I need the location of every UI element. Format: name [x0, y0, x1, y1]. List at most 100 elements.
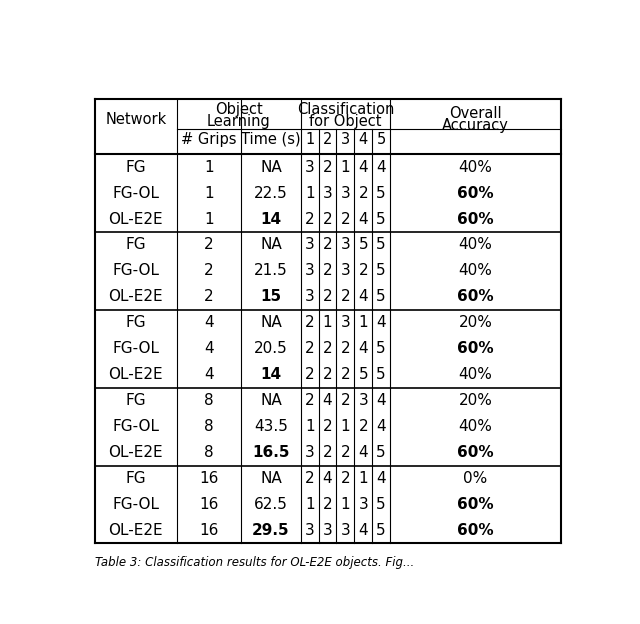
Text: 60%: 60%: [457, 341, 494, 356]
Text: 4: 4: [358, 212, 368, 227]
Text: 40%: 40%: [459, 160, 493, 175]
Text: 1: 1: [340, 160, 350, 175]
Text: 2: 2: [323, 290, 332, 305]
Text: 2: 2: [340, 367, 350, 382]
Text: 3: 3: [340, 185, 350, 200]
Text: OL-E2E: OL-E2E: [109, 445, 163, 460]
Text: 4: 4: [323, 471, 332, 486]
Text: 60%: 60%: [457, 185, 494, 200]
Text: FG-OL: FG-OL: [112, 419, 159, 434]
Text: Accuracy: Accuracy: [442, 118, 509, 133]
Text: FG: FG: [125, 393, 146, 408]
Text: 4: 4: [376, 160, 386, 175]
Text: 2: 2: [323, 212, 332, 227]
Text: 1: 1: [358, 471, 368, 486]
Text: FG: FG: [125, 238, 146, 253]
Text: 2: 2: [358, 419, 368, 434]
Text: 2: 2: [340, 341, 350, 356]
Text: 2: 2: [305, 367, 314, 382]
Text: OL-E2E: OL-E2E: [109, 523, 163, 538]
Text: Classification: Classification: [297, 102, 394, 117]
Text: NA: NA: [260, 238, 282, 253]
Text: 3: 3: [305, 445, 314, 460]
Text: for Object: for Object: [309, 114, 381, 129]
Text: 20%: 20%: [459, 315, 493, 330]
Text: 40%: 40%: [459, 419, 493, 434]
Text: 2: 2: [340, 393, 350, 408]
Text: FG-OL: FG-OL: [112, 263, 159, 278]
Text: Overall: Overall: [449, 106, 502, 121]
Text: 14: 14: [260, 212, 282, 227]
Text: 3: 3: [305, 263, 314, 278]
Text: 8: 8: [204, 445, 214, 460]
Text: 62.5: 62.5: [254, 497, 288, 512]
Text: 2: 2: [305, 212, 314, 227]
Text: 2: 2: [323, 263, 332, 278]
Text: FG-OL: FG-OL: [112, 497, 159, 512]
Text: NA: NA: [260, 160, 282, 175]
Text: 3: 3: [340, 263, 350, 278]
Text: 2: 2: [305, 315, 314, 330]
Text: 2: 2: [305, 341, 314, 356]
Text: 16: 16: [199, 497, 219, 512]
Text: 20.5: 20.5: [254, 341, 288, 356]
Text: 1: 1: [204, 212, 214, 227]
Text: 15: 15: [260, 290, 282, 305]
Text: 2: 2: [323, 160, 332, 175]
Text: 4: 4: [204, 341, 214, 356]
Text: 5: 5: [358, 238, 368, 253]
Text: 2: 2: [305, 471, 314, 486]
Text: 2: 2: [323, 341, 332, 356]
Text: 5: 5: [376, 238, 386, 253]
Text: 2: 2: [305, 393, 314, 408]
Text: 1: 1: [340, 497, 350, 512]
Text: 60%: 60%: [457, 523, 494, 538]
Text: 1: 1: [305, 185, 314, 200]
Text: 1: 1: [204, 160, 214, 175]
Text: Table 3: Classification results for OL-E2E objects. Fig...: Table 3: Classification results for OL-E…: [95, 556, 414, 569]
Text: 2: 2: [204, 263, 214, 278]
Text: 1: 1: [340, 419, 350, 434]
Text: 4: 4: [204, 315, 214, 330]
Text: 2: 2: [204, 238, 214, 253]
Text: 2: 2: [340, 290, 350, 305]
Text: Learning: Learning: [207, 114, 271, 129]
Text: 4: 4: [358, 132, 368, 147]
Text: 2: 2: [323, 132, 332, 147]
Text: 4: 4: [376, 471, 386, 486]
Text: 3: 3: [340, 315, 350, 330]
Text: 2: 2: [323, 445, 332, 460]
Text: 4: 4: [358, 523, 368, 538]
Text: 60%: 60%: [457, 497, 494, 512]
Text: 1: 1: [323, 315, 332, 330]
Text: 16: 16: [199, 523, 219, 538]
Text: 3: 3: [305, 290, 314, 305]
Text: 4: 4: [204, 367, 214, 382]
Text: 2: 2: [323, 497, 332, 512]
Text: 5: 5: [376, 523, 386, 538]
Text: 20%: 20%: [459, 393, 493, 408]
Text: 2: 2: [340, 212, 350, 227]
Text: 2: 2: [358, 263, 368, 278]
Text: 4: 4: [358, 445, 368, 460]
Text: FG-OL: FG-OL: [112, 341, 159, 356]
Text: OL-E2E: OL-E2E: [109, 290, 163, 305]
Text: 4: 4: [358, 160, 368, 175]
Text: 3: 3: [340, 523, 350, 538]
Text: Object: Object: [215, 102, 262, 117]
Text: 4: 4: [376, 419, 386, 434]
Text: OL-E2E: OL-E2E: [109, 367, 163, 382]
Text: 5: 5: [358, 367, 368, 382]
Text: 16.5: 16.5: [252, 445, 290, 460]
Text: 43.5: 43.5: [254, 419, 288, 434]
Text: 2: 2: [358, 185, 368, 200]
Text: 2: 2: [340, 445, 350, 460]
Text: 5: 5: [376, 132, 386, 147]
Text: 4: 4: [376, 315, 386, 330]
Text: FG: FG: [125, 160, 146, 175]
Text: 5: 5: [376, 185, 386, 200]
Text: 1: 1: [305, 419, 314, 434]
Text: 60%: 60%: [457, 290, 494, 305]
Text: NA: NA: [260, 471, 282, 486]
Text: 1: 1: [305, 132, 314, 147]
